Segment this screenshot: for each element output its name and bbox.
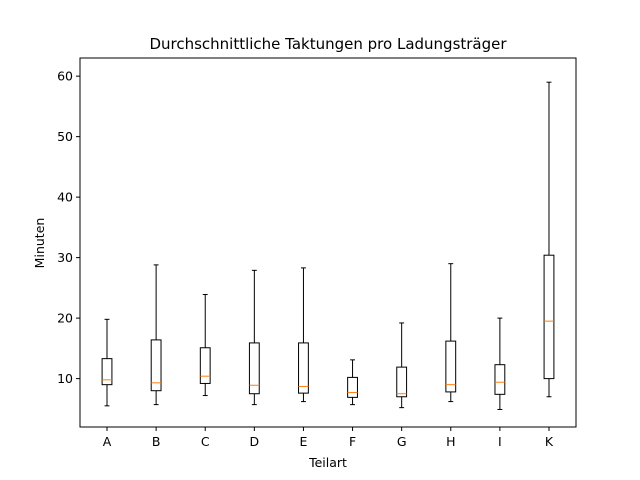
x-axis-label: Teilart (308, 455, 347, 470)
x-tick-label: D (250, 434, 260, 449)
chart-title: Durchschnittliche Taktungen pro Ladungst… (149, 35, 507, 53)
box-iqr (199, 347, 211, 384)
box-iqr (298, 342, 309, 394)
box-iqr (248, 342, 260, 395)
plot-area: 10 20 30 40 50 60 A B C D E F G H I K (57, 69, 555, 449)
box-iqr (396, 366, 408, 398)
x-tick-label: C (201, 434, 210, 449)
box-iqr (445, 340, 457, 393)
box-iqr (101, 358, 113, 386)
y-tick-label: 40 (57, 190, 73, 205)
x-tick-label: I (498, 434, 502, 449)
x-tick-label: F (349, 434, 356, 449)
y-axis-label: Minuten (32, 218, 47, 269)
x-tick-label: K (545, 434, 554, 449)
x-tick-label: E (299, 434, 307, 449)
y-tick-label: 60 (57, 69, 73, 84)
y-tick-label: 20 (57, 311, 73, 326)
box-iqr (347, 376, 358, 398)
box-iqr (543, 254, 555, 380)
y-tick-label: 50 (57, 129, 73, 144)
y-tick-label: 30 (57, 250, 73, 265)
box-iqr (494, 364, 506, 395)
y-tick-label: 10 (57, 371, 73, 386)
x-tick-label: H (446, 434, 455, 449)
x-tick-label: G (397, 434, 407, 449)
box-iqr (150, 339, 162, 392)
x-tick-label: A (103, 434, 112, 449)
plot-frame (79, 57, 577, 428)
x-tick-label: B (152, 434, 161, 449)
